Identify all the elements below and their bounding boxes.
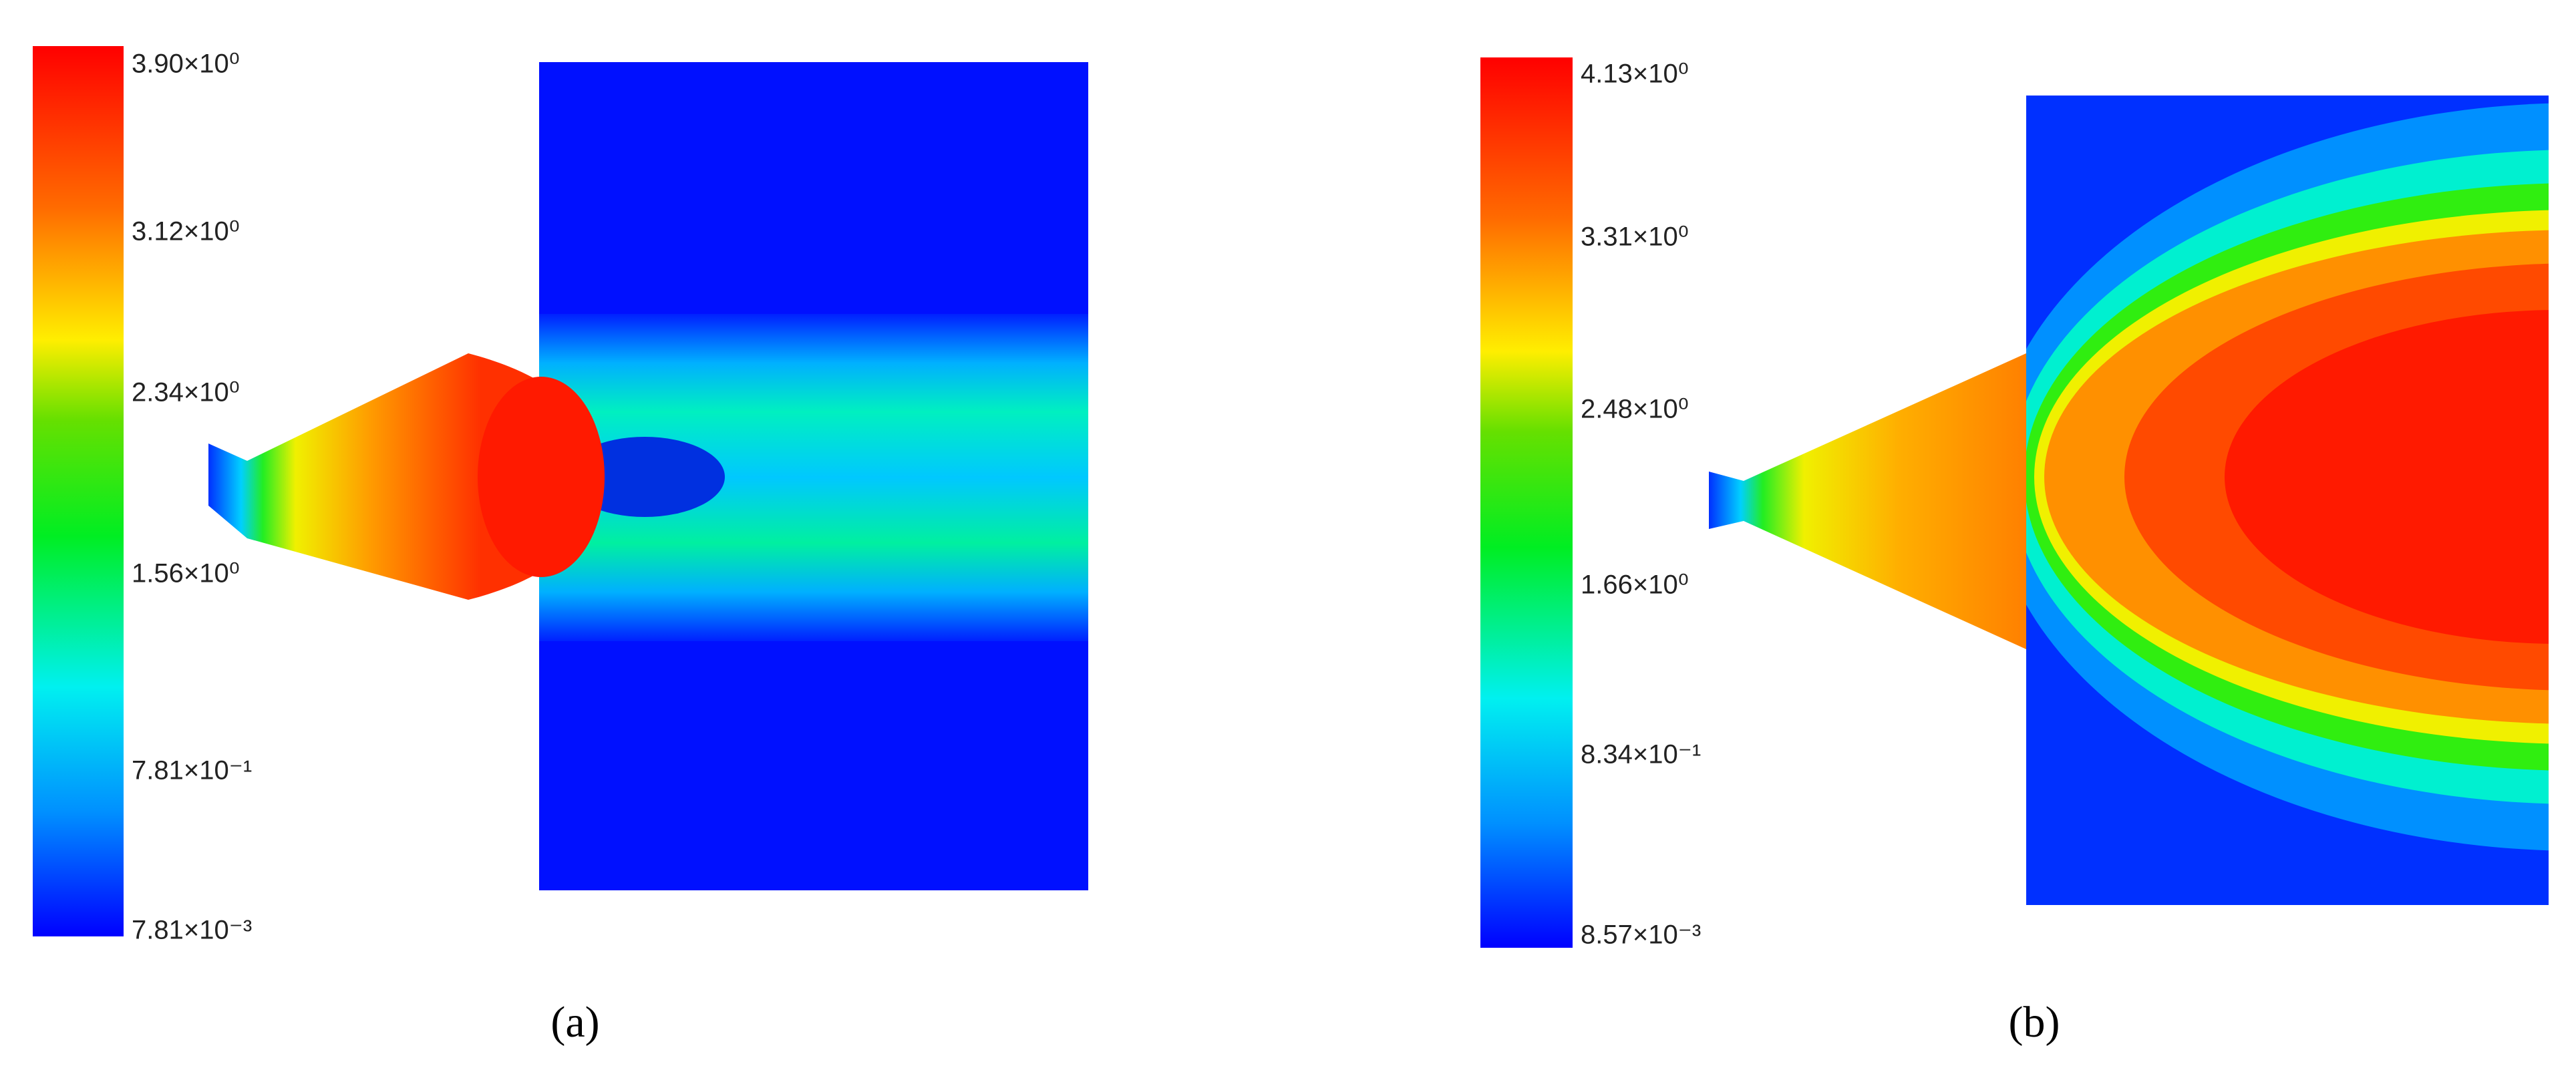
colorbar-label: 1.56×10⁰ xyxy=(132,559,240,588)
caption: (a) xyxy=(550,998,599,1047)
colorbar-label: 7.81×10⁻¹ xyxy=(132,756,252,785)
colorbar-label: 7.81×10⁻³ xyxy=(132,916,252,945)
domain xyxy=(2026,96,2549,905)
colorbar-label: 4.13×10⁰ xyxy=(1581,59,1689,89)
colorbar-label: 3.90×10⁰ xyxy=(132,49,240,79)
colorbar-label: 2.34×10⁰ xyxy=(132,378,240,407)
caption: (b) xyxy=(2009,998,2060,1047)
core xyxy=(478,377,605,577)
colorbar-label: 3.31×10⁰ xyxy=(1581,222,1689,252)
nozzle-plume xyxy=(1709,353,2026,649)
colorbar xyxy=(33,46,124,936)
colorbar xyxy=(1480,57,1573,948)
colorbar-label: 3.12×10⁰ xyxy=(132,217,240,246)
colorbar-label: 8.57×10⁻³ xyxy=(1581,920,1701,950)
colorbar-label: 8.34×10⁻¹ xyxy=(1581,740,1701,769)
colorbar-label: 1.66×10⁰ xyxy=(1581,570,1689,600)
low-region xyxy=(565,437,725,517)
colorbar-label: 2.48×10⁰ xyxy=(1581,395,1689,424)
